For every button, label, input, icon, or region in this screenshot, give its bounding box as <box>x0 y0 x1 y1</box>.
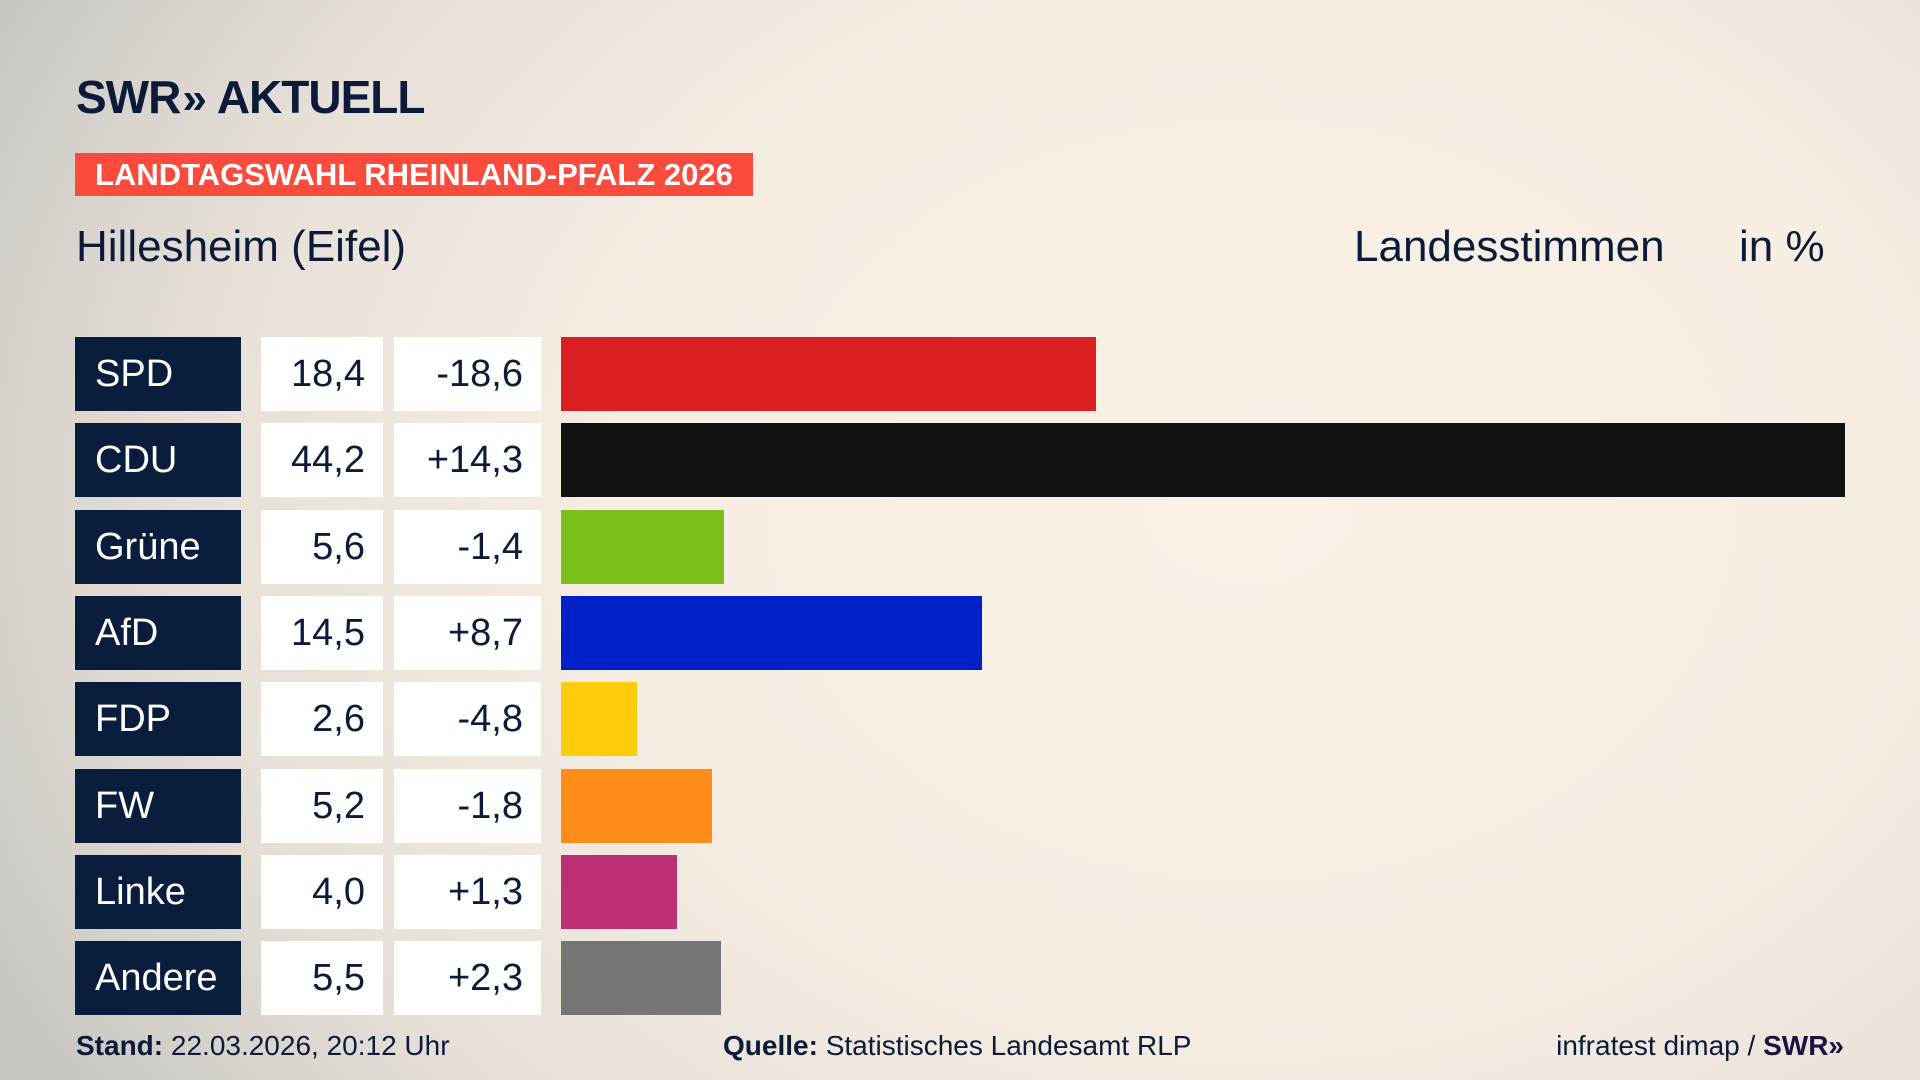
election-banner: LANDTAGSWAHL RHEINLAND-PFALZ 2026 <box>75 153 753 196</box>
logo-aktuell: AKTUELL <box>216 71 426 123</box>
party-label: Linke <box>75 854 241 929</box>
value-label: 44,2 <box>261 423 383 498</box>
party-label: CDU <box>75 423 241 498</box>
party-label: AfD <box>75 595 241 670</box>
logo-swr: SWR <box>76 71 181 123</box>
value-label: 18,4 <box>261 337 383 411</box>
result-row: AfD 14,5 +8,7 <box>0 595 1920 670</box>
result-row: Andere 5,5 +2,3 <box>0 941 1920 1016</box>
diff-label: +2,3 <box>394 941 541 1016</box>
credit: infratest dimap / SWR» <box>1556 1030 1844 1062</box>
diff-label: +8,7 <box>394 595 541 670</box>
party-label: FW <box>75 768 241 843</box>
unit-label: in % <box>1739 222 1825 271</box>
bar-andere <box>561 941 721 1016</box>
result-row: FW 5,2 -1,8 <box>0 768 1920 843</box>
diff-label: +1,3 <box>394 854 541 929</box>
diff-label: -1,8 <box>394 768 541 843</box>
source-info: Quelle: Statistisches Landesamt RLP <box>723 1030 1191 1062</box>
value-label: 5,2 <box>261 768 383 843</box>
source-value: Statistisches Landesamt RLP <box>825 1030 1192 1061</box>
result-row: FDP 2,6 -4,8 <box>0 682 1920 757</box>
diff-label: -18,6 <box>394 337 541 411</box>
source-label: Quelle: <box>723 1030 818 1061</box>
logo-chevron-icon: » <box>182 74 207 123</box>
metric-label: Landesstimmen <box>1354 222 1665 271</box>
bar-grüne <box>561 509 724 584</box>
swr-logo-small: SWR» <box>1763 1030 1844 1061</box>
stand-info: Stand: 22.03.2026, 20:12 Uhr <box>76 1030 450 1062</box>
value-label: 5,6 <box>261 509 383 584</box>
value-label: 14,5 <box>261 595 383 670</box>
region-title: Hillesheim (Eifel) <box>76 222 407 271</box>
bar-fdp <box>561 682 637 757</box>
value-label: 2,6 <box>261 682 383 757</box>
swr-aktuell-logo: SWR» AKTUELL <box>76 70 426 124</box>
party-label: Grüne <box>75 509 241 584</box>
result-row: Grüne 5,6 -1,4 <box>0 509 1920 584</box>
stand-label: Stand: <box>76 1030 164 1061</box>
bar-afd <box>561 595 983 670</box>
bar-fw <box>561 768 713 843</box>
diff-label: +14,3 <box>394 423 541 498</box>
party-label: SPD <box>75 337 241 411</box>
value-label: 4,0 <box>261 854 383 929</box>
result-row: SPD 18,4 -18,6 <box>0 337 1920 411</box>
credit-text: infratest dimap / <box>1556 1030 1756 1061</box>
result-row: Linke 4,0 +1,3 <box>0 854 1920 929</box>
party-label: Andere <box>75 941 241 1016</box>
bar-cdu <box>561 423 1845 498</box>
party-label: FDP <box>75 682 241 757</box>
result-row: CDU 44,2 +14,3 <box>0 423 1920 498</box>
bar-linke <box>561 854 678 929</box>
stand-value: 22.03.2026, 20:12 Uhr <box>170 1030 450 1061</box>
diff-label: -4,8 <box>394 682 541 757</box>
bar-spd <box>561 337 1096 411</box>
diff-label: -1,4 <box>394 509 541 584</box>
value-label: 5,5 <box>261 941 383 1016</box>
